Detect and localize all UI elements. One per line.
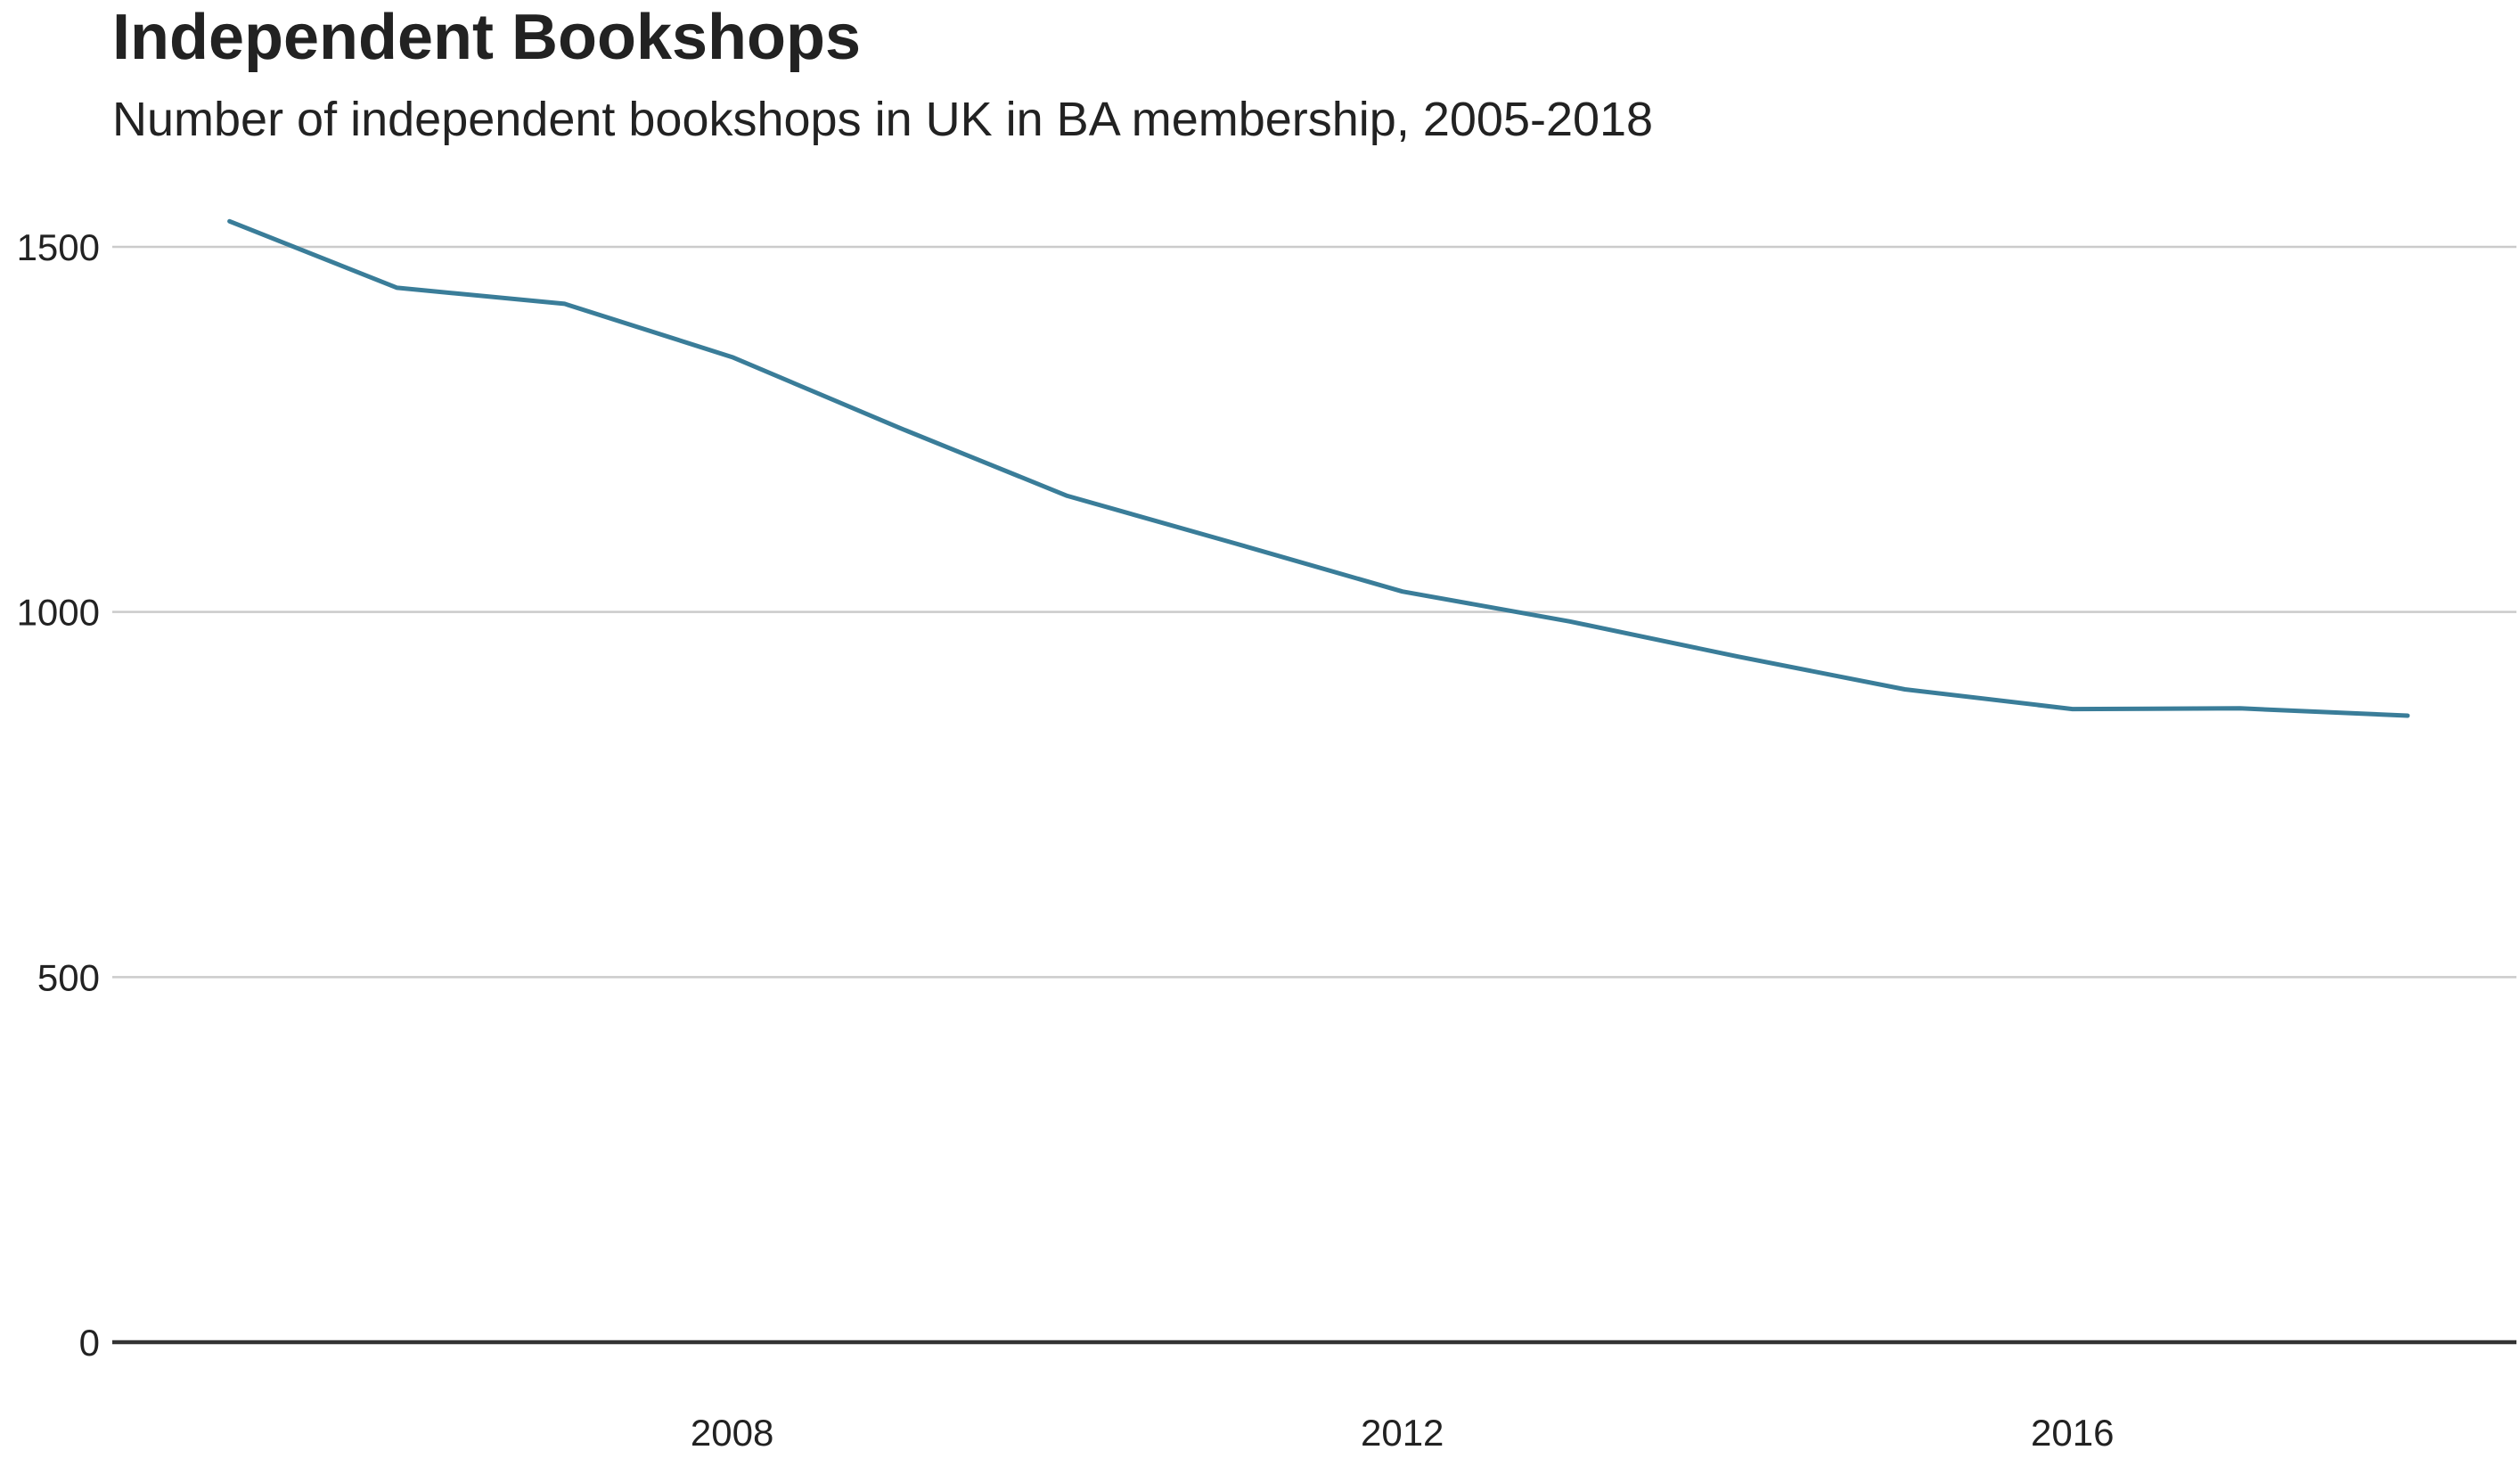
series-layer: [227, 218, 2410, 718]
y-axis-tick-labels: 0 500 1000 1500: [17, 226, 100, 1364]
gridlines: [112, 245, 2516, 1345]
y-tick-label-500: 500: [37, 956, 100, 998]
x-axis-tick-labels: 2008 2012 2016: [691, 1412, 2115, 1454]
x-tick-label-2016: 2016: [2031, 1412, 2114, 1454]
series-line-0: [227, 218, 2410, 718]
x-tick-label-2008: 2008: [691, 1412, 773, 1454]
y-tick-label-0: 0: [79, 1322, 100, 1364]
chart-subtitle: Number of independent bookshops in UK in…: [112, 93, 1653, 146]
y-tick-label-1500: 1500: [17, 226, 100, 268]
chart-title: Independent Bookshops: [112, 2, 861, 73]
y-tick-label-1000: 1000: [17, 592, 100, 634]
x-tick-label-2012: 2012: [1361, 1412, 1444, 1454]
